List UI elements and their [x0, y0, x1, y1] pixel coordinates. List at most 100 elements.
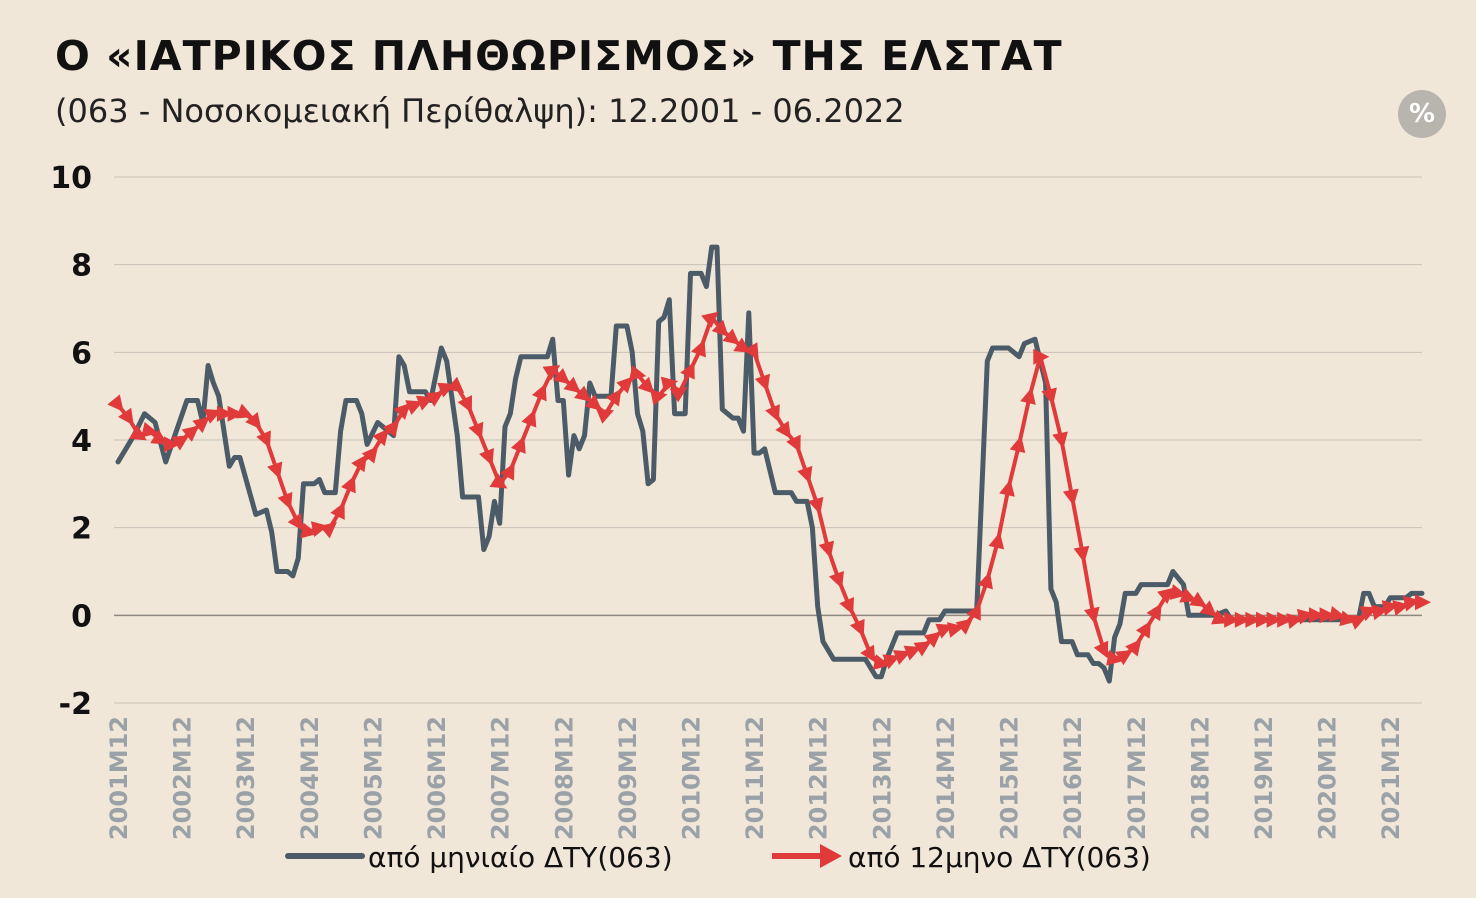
series-marker-annual [1146, 603, 1162, 622]
series-marker-annual [1224, 611, 1241, 628]
series-marker-annual [319, 521, 337, 539]
series-marker-annual [1115, 650, 1133, 666]
series-marker-annual [181, 425, 200, 442]
x-tick-label: 2010M12 [677, 716, 705, 840]
series-marker-annual [1135, 620, 1152, 639]
y-axis-ticks: 10 8 6 4 2 0 -2 [50, 161, 92, 722]
series-marker-annual [164, 436, 180, 453]
series-marker-annual [141, 421, 159, 438]
series-lines [107, 244, 1431, 684]
series-marker-annual [701, 311, 719, 328]
series-marker-annual [330, 501, 345, 520]
series-marker-annual [1020, 387, 1036, 405]
series-marker-annual [361, 446, 379, 464]
series-marker-annual [107, 394, 124, 412]
series-marker-annual [966, 602, 981, 621]
x-tick-label: 2019M12 [1250, 716, 1278, 840]
x-tick-label: 2007M12 [487, 716, 515, 840]
series-marker-annual [300, 522, 318, 539]
series-marker-annual [287, 512, 304, 531]
series-marker-annual [1106, 649, 1124, 666]
series-marker-annual [616, 376, 634, 394]
x-tick-label: 2005M12 [359, 716, 387, 840]
chart-subtitle: (063 - Νοσοκομειακή Περίθαλψη): 12.2001 … [55, 92, 905, 130]
series-marker-annual [510, 436, 526, 454]
series-marker-annual [999, 479, 1015, 497]
series-marker-annual [669, 387, 688, 403]
series-marker-annual [1033, 348, 1050, 365]
series-marker-annual [405, 400, 424, 415]
series-marker-annual [1256, 611, 1272, 628]
series-marker-annual [1052, 431, 1068, 449]
series-marker-annual [637, 376, 655, 394]
series-marker-annual [988, 532, 1005, 550]
series-marker-annual [267, 461, 283, 480]
series-marker-annual [596, 408, 615, 424]
series-marker-annual [903, 645, 922, 661]
series-marker-annual [913, 641, 932, 657]
series-marker-annual [521, 409, 537, 428]
series-marker-annual [245, 412, 262, 430]
series-marker-annual [691, 339, 706, 358]
series-marker-annual [923, 631, 942, 648]
gridlines [114, 176, 1422, 704]
x-tick-label: 2018M12 [1186, 716, 1214, 840]
series-marker-annual [1234, 611, 1251, 628]
series-marker-annual [882, 654, 901, 670]
series-marker-annual [650, 389, 668, 406]
series-marker-annual [235, 403, 254, 419]
series-marker-annual [797, 465, 813, 484]
series-marker-annual [277, 491, 293, 510]
series-marker-annual [563, 376, 581, 394]
legend-label-monthly: από μηνιαίο ΔΤΥ(063) [368, 841, 673, 874]
series-marker-annual [1277, 611, 1294, 628]
series-marker-annual [660, 376, 679, 393]
x-tick-label: 2016M12 [1059, 716, 1087, 840]
legend: από μηνιαίο ΔΤΥ(063) από 12μηνο ΔΤΥ(063) [285, 841, 1151, 874]
legend-marker-annual [820, 844, 842, 868]
series-marker-annual [955, 618, 974, 635]
series-marker-annual [1189, 591, 1208, 607]
series-marker-annual [150, 429, 169, 445]
series-marker-annual [341, 475, 356, 494]
series-marker-annual [818, 540, 835, 559]
series-marker-annual [775, 420, 792, 439]
series-marker-annual [1083, 606, 1100, 625]
series-marker-annual [808, 496, 824, 515]
x-tick-label: 2001M12 [105, 716, 133, 840]
percent-unit-badge: % [1398, 90, 1446, 138]
series-marker-annual [629, 365, 647, 381]
x-tick-label: 2004M12 [296, 716, 324, 840]
x-tick-label: 2015M12 [996, 716, 1024, 840]
legend-label-annual: από 12μηνο ΔΤΥ(063) [848, 841, 1151, 874]
series-marker-annual [828, 570, 844, 589]
series-marker-annual [1179, 587, 1198, 603]
y-tick-label: 2 [71, 512, 92, 547]
series-marker-annual [351, 454, 367, 473]
x-tick-label: 2013M12 [868, 716, 896, 840]
series-marker-annual [217, 405, 233, 422]
series-marker-annual [489, 473, 508, 489]
y-tick-label: -2 [59, 687, 92, 722]
x-tick-label: 2009M12 [614, 716, 642, 840]
series-marker-annual [192, 416, 210, 434]
x-tick-label: 2003M12 [232, 716, 260, 840]
series-marker-annual [1009, 435, 1026, 454]
series-marker-annual [1266, 611, 1283, 628]
series-marker-annual [711, 319, 729, 337]
x-tick-label: 2021M12 [1377, 716, 1405, 840]
series-marker-annual [786, 434, 801, 453]
series-marker-annual [531, 383, 547, 402]
series-marker-annual [722, 328, 740, 345]
series-marker-annual [849, 618, 865, 637]
series-marker-annual [425, 391, 444, 407]
series-marker-annual [1157, 587, 1175, 605]
series-marker-annual [1073, 545, 1090, 563]
series-marker-annual [499, 462, 515, 481]
x-axis-ticks: 2001M12 2002M12 2003M12 2004M12 2005M12 2006M… [105, 716, 1405, 840]
y-tick-label: 6 [71, 336, 92, 371]
series-marker-annual [446, 376, 465, 394]
series-marker-annual [605, 388, 622, 407]
series-marker-annual [680, 361, 695, 380]
series-marker-annual [227, 405, 244, 422]
